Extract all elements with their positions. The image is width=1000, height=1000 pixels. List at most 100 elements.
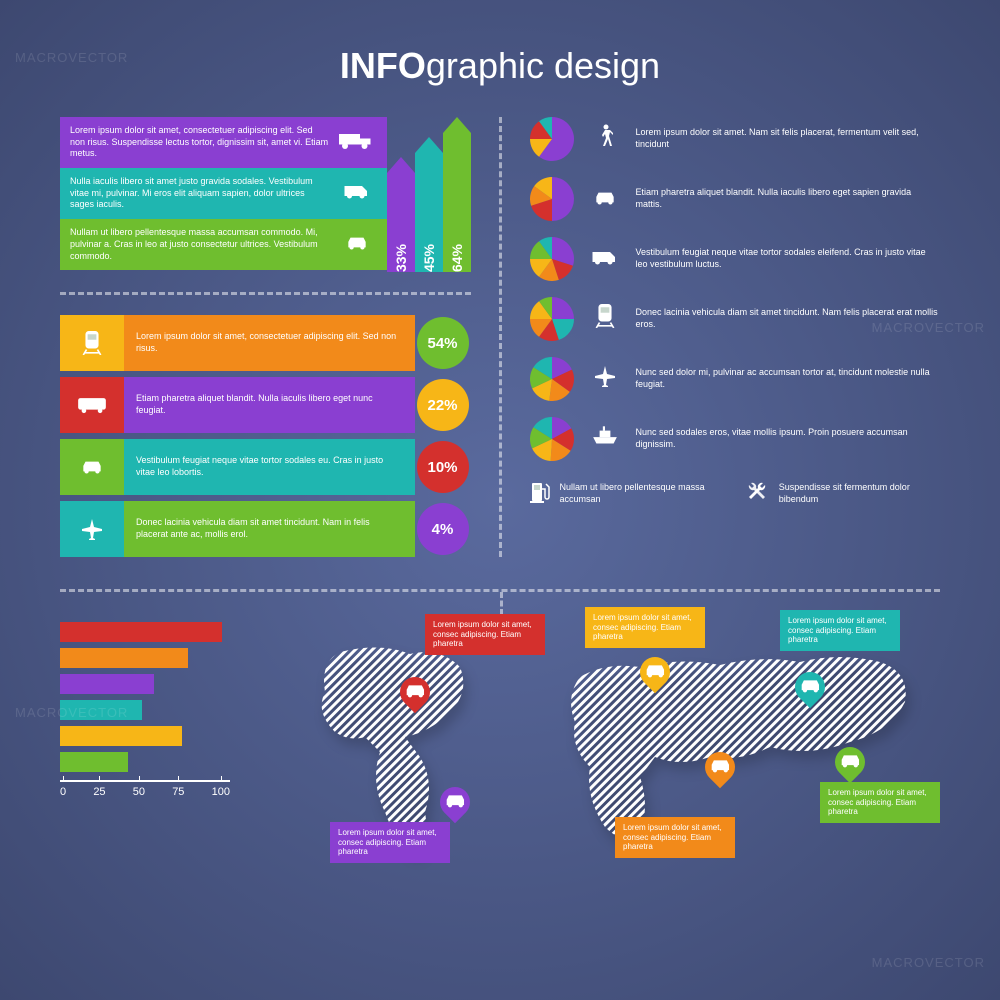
pct-text: Donec lacinia vehicula diam sit amet tin… [124,501,415,557]
bottom-section: 0255075100 Lorem ipsum dolor sit amet, c… [0,592,1000,882]
pct-circle-cell: 4% [415,501,471,557]
pct-value: 10% [417,441,469,493]
tool-text: Nullam ut libero pellentesque massa accu… [560,482,725,505]
watermark: MACROVECTOR [872,320,985,335]
map-pin [640,657,670,695]
pie-icon [530,117,574,161]
arrow-pct: 45% [421,244,437,272]
car-icon [60,439,124,495]
map-callout: Lorem ipsum dolor sit amet, consec adipi… [615,817,735,858]
pct-text: Lorem ipsum dolor sit amet, consectetuer… [124,315,415,371]
train-icon [588,304,622,335]
stack-row: Lorem ipsum dolor sit amet, consectetuer… [60,117,387,168]
pie-icon [530,237,574,281]
pie-icon [530,177,574,221]
car-icon [707,758,733,777]
axis-tick: 50 [133,786,145,798]
pie-item: Vestibulum feugiat neque vitae tortor so… [530,237,941,281]
title-bold: INFO [340,45,426,86]
pct-circle-cell: 10% [415,439,471,495]
axis-tick: 0 [60,786,66,798]
train-icon [60,315,124,371]
arrow: 64% [443,117,471,272]
car-icon [402,683,428,702]
tool-item: Suspendisse sit fermentum dolor bibendum [745,479,940,509]
fuel-icon [530,479,550,509]
watermark: MACROVECTOR [872,955,985,970]
pct-value: 54% [417,317,469,369]
right-column: Lorem ipsum dolor sit amet. Nam sit feli… [530,117,941,557]
stack-text: Lorem ipsum dolor sit amet, consectetuer… [70,125,329,160]
stack-text: Nulla iaculis libero sit amet justo grav… [70,176,329,211]
bar [60,622,222,642]
map-callout: Lorem ipsum dolor sit amet, consec adipi… [585,607,705,648]
axis-tick: 25 [93,786,105,798]
pct-value: 22% [417,379,469,431]
van-icon [588,245,622,273]
dash-divider-long [60,589,940,592]
axis-tick: 100 [212,786,230,798]
left-column: Lorem ipsum dolor sit amet, consectetuer… [60,117,471,557]
car-icon [642,663,668,682]
ship-icon [588,425,622,453]
dash-divider [60,292,471,295]
pie-item: Etiam pharetra aliquet blandit. Nulla ia… [530,177,941,221]
bar [60,726,182,746]
pie-text: Nunc sed dolor mi, pulvinar ac accumsan … [636,367,941,390]
pct-circle-cell: 22% [415,377,471,433]
pct-text: Etiam pharetra aliquet blandit. Nulla ia… [124,377,415,433]
pie-icon [530,297,574,341]
map-area: Lorem ipsum dolor sit amet, consec adipi… [250,622,940,882]
main-section: Lorem ipsum dolor sit amet, consectetuer… [0,87,1000,577]
map-callout: Lorem ipsum dolor sit amet, consec adipi… [820,782,940,823]
bar-chart: 0255075100 [60,622,230,882]
truck-icon [337,130,377,156]
plane-icon [588,364,622,395]
map-pin [795,672,825,710]
bar [60,674,154,694]
arrow: 45% [415,137,443,272]
car-icon [797,678,823,697]
pct-row: Etiam pharetra aliquet blandit. Nulla ia… [60,377,471,433]
walk-icon [588,124,622,155]
page-title: INFOgraphic design [0,0,1000,87]
pct-rows: Lorem ipsum dolor sit amet, consectetuer… [60,315,471,557]
map-callout: Lorem ipsum dolor sit amet, consec adipi… [330,822,450,863]
stack-row: Nullam ut libero pellentesque massa accu… [60,219,387,270]
pct-text: Vestibulum feugiat neque vitae tortor so… [124,439,415,495]
van-icon [337,181,377,207]
stack-box: Lorem ipsum dolor sit amet, consectetuer… [60,117,471,272]
pie-text: Etiam pharetra aliquet blandit. Nulla ia… [636,187,941,210]
bar-axis: 0255075100 [60,780,230,798]
pie-text: Lorem ipsum dolor sit amet. Nam sit feli… [636,127,941,150]
watermark: MACROVECTOR [15,50,128,65]
map-pin [440,787,470,825]
plane-icon [60,501,124,557]
map-callout: Lorem ipsum dolor sit amet, consec adipi… [780,610,900,651]
tool-item: Nullam ut libero pellentesque massa accu… [530,479,725,509]
map-pin [400,677,430,715]
car-icon [442,793,468,812]
pie-icon [530,417,574,461]
bus-icon [60,377,124,433]
pie-icon [530,357,574,401]
stack-text: Nullam ut libero pellentesque massa accu… [70,227,329,262]
bar [60,752,128,772]
pct-row: Lorem ipsum dolor sit amet, consectetuer… [60,315,471,371]
car-icon [588,185,622,213]
pie-item: Nunc sed sodales eros, vitae mollis ipsu… [530,417,941,461]
arrow: 33% [387,157,415,272]
pct-value: 4% [417,503,469,555]
continent-eurasia [560,647,920,862]
car-icon [837,753,863,772]
pie-item: Nunc sed dolor mi, pulvinar ac accumsan … [530,357,941,401]
title-rest: graphic design [426,45,660,86]
watermark: MACROVECTOR [15,705,128,720]
pie-list: Lorem ipsum dolor sit amet. Nam sit feli… [530,117,941,461]
pie-text: Nunc sed sodales eros, vitae mollis ipsu… [636,427,941,450]
pct-row: Donec lacinia vehicula diam sit amet tin… [60,501,471,557]
arrow-pct: 33% [393,244,409,272]
pie-item: Lorem ipsum dolor sit amet. Nam sit feli… [530,117,941,161]
pie-text: Vestibulum feugiat neque vitae tortor so… [636,247,941,270]
map-callout: Lorem ipsum dolor sit amet, consec adipi… [425,614,545,655]
